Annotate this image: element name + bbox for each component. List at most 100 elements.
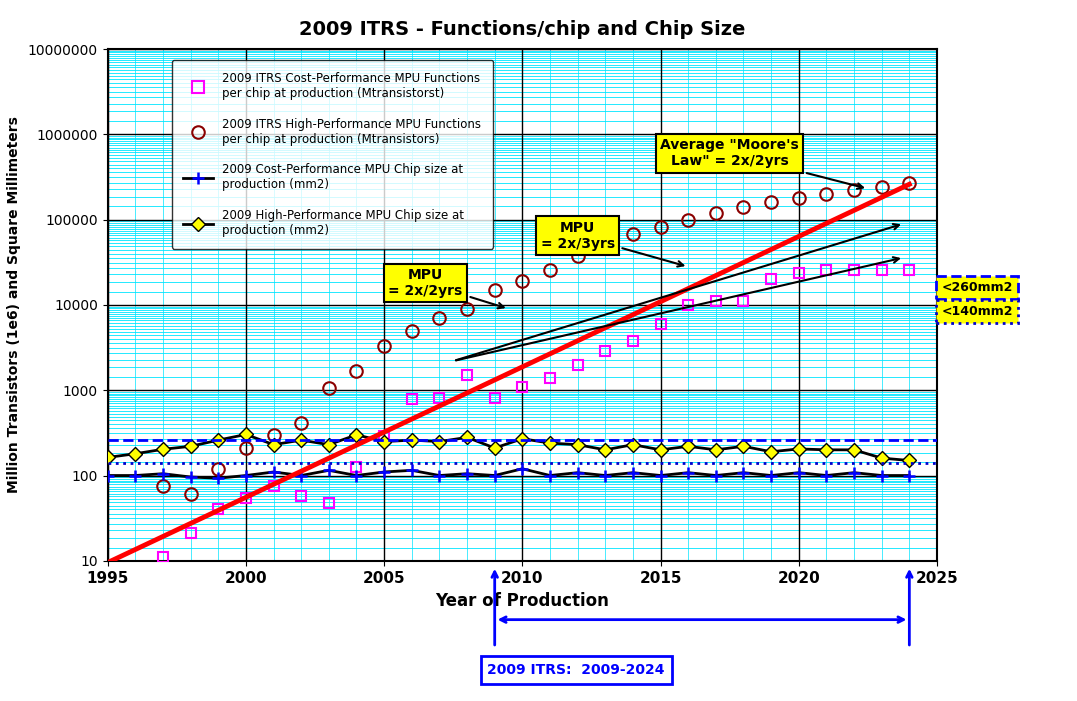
2009 Cost-Performance MPU Chip size at
production (mm2) [599, 471, 612, 479]
Line: 2009 Cost-Performance MPU Chip size at
production (mm2): 2009 Cost-Performance MPU Chip size at p… [102, 463, 914, 484]
2009 High-Performance MPU Chip size at
production (mm2) [378, 437, 391, 446]
2009 Cost-Performance MPU Chip size at
production (mm2) [184, 472, 197, 481]
2009 ITRS Cost-Performance MPU Functions
per chip at production (Mtransistorst) [737, 297, 750, 306]
2009 ITRS Cost-Performance MPU Functions
per chip at production (Mtransistorst) [488, 393, 501, 402]
2009 Cost-Performance MPU Chip size at
production (mm2) [544, 471, 557, 479]
2009 ITRS Cost-Performance MPU Functions
per chip at production (Mtransistorst) [378, 432, 391, 440]
2009 ITRS Cost-Performance MPU Functions
per chip at production (Mtransistorst) [544, 374, 557, 382]
2009 High-Performance MPU Chip size at
production (mm2) [405, 436, 418, 444]
2009 High-Performance MPU Chip size at
production (mm2) [433, 437, 446, 446]
2009 ITRS High-Performance MPU Functions
per chip at production (Mtransistors) [544, 266, 557, 274]
2009 ITRS Cost-Performance MPU Functions
per chip at production (Mtransistorst) [184, 529, 197, 538]
2009 Cost-Performance MPU Chip size at
production (mm2) [267, 468, 280, 476]
Line: 2009 ITRS High-Performance MPU Functions
per chip at production (Mtransistors): 2009 ITRS High-Performance MPU Functions… [157, 177, 915, 501]
2009 ITRS High-Performance MPU Functions
per chip at production (Mtransistors) [903, 179, 915, 187]
2009 High-Performance MPU Chip size at
production (mm2) [793, 444, 806, 453]
2009 ITRS High-Performance MPU Functions
per chip at production (Mtransistors) [571, 252, 584, 261]
2009 Cost-Performance MPU Chip size at
production (mm2) [571, 468, 584, 477]
2009 High-Performance MPU Chip size at
production (mm2) [322, 440, 335, 449]
2009 ITRS Cost-Performance MPU Functions
per chip at production (Mtransistorst) [710, 297, 723, 306]
2009 Cost-Performance MPU Chip size at
production (mm2) [710, 471, 723, 479]
2009 High-Performance MPU Chip size at
production (mm2) [350, 430, 363, 439]
2009 Cost-Performance MPU Chip size at
production (mm2) [156, 470, 169, 478]
2009 ITRS High-Performance MPU Functions
per chip at production (Mtransistors) [184, 490, 197, 498]
2009 ITRS Cost-Performance MPU Functions
per chip at production (Mtransistorst) [461, 371, 474, 379]
Y-axis label: Million Transistors (1e6) and Square Millimeters: Million Transistors (1e6) and Square Mil… [6, 116, 20, 494]
2009 Cost-Performance MPU Chip size at
production (mm2) [295, 471, 308, 479]
2009 High-Performance MPU Chip size at
production (mm2) [101, 454, 114, 462]
2009 ITRS High-Performance MPU Functions
per chip at production (Mtransistors) [350, 367, 363, 375]
2009 ITRS High-Performance MPU Functions
per chip at production (Mtransistors) [682, 215, 695, 224]
Legend: 2009 ITRS Cost-Performance MPU Functions
per chip at production (Mtransistorst),: 2009 ITRS Cost-Performance MPU Functions… [171, 60, 493, 249]
2009 ITRS Cost-Performance MPU Functions
per chip at production (Mtransistorst) [405, 395, 418, 404]
2009 High-Performance MPU Chip size at
production (mm2) [295, 436, 308, 444]
2009 ITRS Cost-Performance MPU Functions
per chip at production (Mtransistorst) [267, 482, 280, 490]
2009 ITRS High-Performance MPU Functions
per chip at production (Mtransistors) [267, 430, 280, 439]
2009 High-Performance MPU Chip size at
production (mm2) [156, 445, 169, 454]
2009 Cost-Performance MPU Chip size at
production (mm2) [737, 468, 750, 477]
2009 ITRS Cost-Performance MPU Functions
per chip at production (Mtransistorst) [876, 266, 889, 274]
2009 ITRS Cost-Performance MPU Functions
per chip at production (Mtransistorst) [682, 301, 695, 309]
2009 ITRS High-Performance MPU Functions
per chip at production (Mtransistors) [378, 342, 391, 350]
2009 ITRS Cost-Performance MPU Functions
per chip at production (Mtransistorst) [322, 498, 335, 507]
2009 High-Performance MPU Chip size at
production (mm2) [710, 446, 723, 454]
2009 High-Performance MPU Chip size at
production (mm2) [267, 440, 280, 449]
2009 ITRS Cost-Performance MPU Functions
per chip at production (Mtransistorst) [765, 275, 778, 283]
X-axis label: Year of Production: Year of Production [435, 592, 610, 611]
2009 Cost-Performance MPU Chip size at
production (mm2) [461, 470, 474, 478]
Line: 2009 High-Performance MPU Chip size at
production (mm2): 2009 High-Performance MPU Chip size at p… [102, 430, 914, 465]
2009 ITRS High-Performance MPU Functions
per chip at production (Mtransistors) [848, 186, 861, 195]
2009 ITRS High-Performance MPU Functions
per chip at production (Mtransistors) [516, 277, 529, 285]
2009 Cost-Performance MPU Chip size at
production (mm2) [848, 468, 861, 477]
2009 ITRS High-Performance MPU Functions
per chip at production (Mtransistors) [405, 327, 418, 335]
2009 ITRS High-Performance MPU Functions
per chip at production (Mtransistors) [156, 482, 169, 491]
2009 ITRS High-Performance MPU Functions
per chip at production (Mtransistors) [488, 286, 501, 294]
2009 Cost-Performance MPU Chip size at
production (mm2) [765, 471, 778, 479]
2009 ITRS High-Performance MPU Functions
per chip at production (Mtransistors) [820, 190, 833, 198]
2009 ITRS High-Performance MPU Functions
per chip at production (Mtransistors) [599, 240, 612, 248]
2009 High-Performance MPU Chip size at
production (mm2) [129, 449, 142, 458]
2009 ITRS Cost-Performance MPU Functions
per chip at production (Mtransistorst) [571, 360, 584, 369]
2009 ITRS Cost-Performance MPU Functions
per chip at production (Mtransistorst) [350, 463, 363, 472]
2009 Cost-Performance MPU Chip size at
production (mm2) [820, 471, 833, 479]
2009 High-Performance MPU Chip size at
production (mm2) [239, 430, 252, 439]
2009 High-Performance MPU Chip size at
production (mm2) [876, 454, 889, 462]
2009 Cost-Performance MPU Chip size at
production (mm2) [654, 471, 667, 479]
2009 High-Performance MPU Chip size at
production (mm2) [627, 440, 640, 449]
2009 ITRS Cost-Performance MPU Functions
per chip at production (Mtransistorst) [820, 266, 833, 274]
2009 Cost-Performance MPU Chip size at
production (mm2) [350, 471, 363, 479]
Text: 2009 ITRS:  2009-2024: 2009 ITRS: 2009-2024 [488, 663, 665, 677]
2009 High-Performance MPU Chip size at
production (mm2) [599, 446, 612, 454]
2009 Cost-Performance MPU Chip size at
production (mm2) [682, 468, 695, 477]
2009 High-Performance MPU Chip size at
production (mm2) [212, 436, 225, 444]
2009 ITRS High-Performance MPU Functions
per chip at production (Mtransistors) [322, 384, 335, 393]
2009 ITRS Cost-Performance MPU Functions
per chip at production (Mtransistorst) [516, 383, 529, 391]
2009 Cost-Performance MPU Chip size at
production (mm2) [212, 474, 225, 482]
Text: MPU
= 2x/3yrs: MPU = 2x/3yrs [541, 221, 683, 266]
2009 Cost-Performance MPU Chip size at
production (mm2) [101, 471, 114, 479]
2009 ITRS Cost-Performance MPU Functions
per chip at production (Mtransistorst) [295, 492, 308, 501]
2009 High-Performance MPU Chip size at
production (mm2) [544, 439, 557, 447]
2009 Cost-Performance MPU Chip size at
production (mm2) [433, 471, 446, 479]
2009 Cost-Performance MPU Chip size at
production (mm2) [129, 471, 142, 479]
2009 High-Performance MPU Chip size at
production (mm2) [184, 442, 197, 451]
2009 ITRS High-Performance MPU Functions
per chip at production (Mtransistors) [710, 209, 723, 217]
2009 ITRS Cost-Performance MPU Functions
per chip at production (Mtransistorst) [848, 266, 861, 274]
2009 Cost-Performance MPU Chip size at
production (mm2) [876, 471, 889, 479]
2009 High-Performance MPU Chip size at
production (mm2) [654, 446, 667, 454]
2009 ITRS High-Performance MPU Functions
per chip at production (Mtransistors) [627, 230, 640, 238]
2009 ITRS Cost-Performance MPU Functions
per chip at production (Mtransistorst) [433, 393, 446, 402]
2009 High-Performance MPU Chip size at
production (mm2) [461, 433, 474, 442]
2009 Cost-Performance MPU Chip size at
production (mm2) [378, 468, 391, 476]
2009 ITRS Cost-Performance MPU Functions
per chip at production (Mtransistorst) [793, 268, 806, 277]
2009 High-Performance MPU Chip size at
production (mm2) [488, 444, 501, 452]
2009 ITRS High-Performance MPU Functions
per chip at production (Mtransistors) [433, 314, 446, 322]
2009 Cost-Performance MPU Chip size at
production (mm2) [627, 468, 640, 477]
2009 High-Performance MPU Chip size at
production (mm2) [820, 446, 833, 454]
2009 High-Performance MPU Chip size at
production (mm2) [765, 447, 778, 456]
Text: MPU
= 2x/2yrs: MPU = 2x/2yrs [389, 268, 504, 308]
Text: <140mm2: <140mm2 [941, 304, 1012, 318]
2009 High-Performance MPU Chip size at
production (mm2) [682, 442, 695, 451]
2009 ITRS High-Performance MPU Functions
per chip at production (Mtransistors) [461, 305, 474, 313]
2009 ITRS High-Performance MPU Functions
per chip at production (Mtransistors) [876, 183, 889, 191]
